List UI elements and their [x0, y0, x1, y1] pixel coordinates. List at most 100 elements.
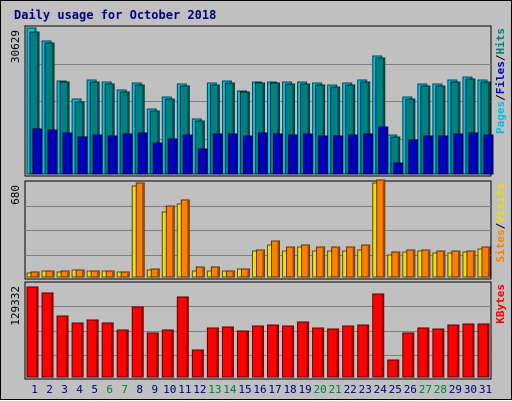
- bar-shade: [115, 137, 118, 174]
- bar-shade: [370, 135, 373, 174]
- bar-shade: [366, 326, 369, 377]
- ymax-label: 129332: [9, 286, 22, 326]
- day-label-30: 30: [464, 383, 477, 396]
- day-label-13: 13: [208, 383, 221, 396]
- bar-shade: [430, 137, 433, 174]
- bar-shade: [457, 252, 460, 277]
- bar-shade: [141, 308, 144, 377]
- bar-shade: [217, 86, 220, 174]
- bar-shade: [81, 324, 84, 377]
- bar-shade: [52, 44, 55, 174]
- bar-shade: [160, 144, 163, 174]
- legend-item-pages: Pages: [494, 101, 507, 134]
- bar-shade: [262, 251, 265, 277]
- bar-shade: [412, 100, 415, 174]
- bar-shade: [37, 273, 39, 277]
- day-label-21: 21: [329, 383, 342, 396]
- bar-shade: [277, 242, 280, 277]
- bar-shade: [472, 252, 475, 277]
- bar-shade: [175, 140, 178, 174]
- bar-shade: [130, 135, 133, 174]
- bar-shade: [205, 150, 208, 174]
- legend-sites-visits: Sites/Visits: [494, 183, 507, 263]
- bar-shade: [322, 86, 325, 174]
- bar-shade: [427, 251, 430, 277]
- legend-separator: /: [494, 54, 507, 61]
- legend-separator: /: [494, 94, 507, 101]
- bar-shade: [265, 134, 268, 174]
- bar-shade: [322, 248, 325, 277]
- bar-shade: [336, 330, 339, 377]
- bar-shade: [261, 327, 264, 377]
- bar-shade: [472, 80, 475, 174]
- bar-shade: [367, 83, 370, 174]
- bar-shade: [247, 270, 250, 277]
- bar-shade: [157, 270, 160, 277]
- bar-shade: [187, 201, 190, 277]
- bar-shade: [310, 135, 313, 174]
- bar-shade: [232, 272, 235, 277]
- bar-shade: [292, 85, 295, 174]
- day-label-17: 17: [268, 383, 281, 396]
- bar-shade: [487, 83, 490, 174]
- bar-shade: [292, 248, 295, 277]
- panel-sites-visits: 680: [9, 179, 492, 280]
- day-label-11: 11: [178, 383, 191, 396]
- bar-shade: [201, 351, 204, 377]
- bar-shade: [295, 136, 298, 174]
- series-files: [29, 31, 491, 175]
- bar-shade: [457, 83, 460, 174]
- day-label-1: 1: [31, 383, 38, 396]
- chart-title: Daily usage for October 2018: [14, 8, 216, 22]
- bar-shade: [307, 246, 310, 277]
- bar-shade: [442, 252, 445, 277]
- day-label-5: 5: [91, 383, 98, 396]
- bar-shade: [490, 136, 493, 174]
- day-label-9: 9: [151, 383, 158, 396]
- bar-shade: [411, 334, 414, 377]
- bar-shade: [385, 128, 388, 174]
- bar-shade: [202, 268, 205, 277]
- bar-shade: [352, 86, 355, 174]
- panel-kbytes: 129332: [9, 281, 492, 380]
- day-label-20: 20: [314, 383, 327, 396]
- legend-item-visits: Visits: [494, 183, 507, 223]
- bar-shade: [306, 323, 309, 377]
- bar-shade: [460, 135, 463, 174]
- day-label-4: 4: [76, 383, 83, 396]
- bar-shade: [325, 137, 328, 174]
- bar-shade: [142, 86, 145, 174]
- bar-shade: [247, 93, 250, 174]
- bar-shade: [97, 83, 100, 174]
- day-label-26: 26: [404, 383, 417, 396]
- bar-shade: [277, 84, 280, 174]
- bar-shade: [36, 288, 38, 377]
- bar-shade: [337, 88, 340, 174]
- bar-shade: [412, 251, 415, 277]
- bar-shade: [186, 298, 189, 377]
- bar-shade: [337, 248, 340, 277]
- bar-shade: [51, 294, 54, 377]
- day-label-8: 8: [136, 383, 143, 396]
- bar-shade: [127, 273, 130, 277]
- bar-shade: [442, 87, 445, 174]
- series-sites: [30, 179, 491, 278]
- day-label-22: 22: [344, 383, 357, 396]
- panel-pages-files-hits: 30629: [9, 25, 494, 177]
- day-label-16: 16: [253, 383, 266, 396]
- bar-shade: [202, 122, 205, 174]
- bar-shade: [471, 325, 474, 377]
- day-label-2: 2: [46, 383, 53, 396]
- legend-separator: /: [494, 222, 507, 229]
- bar-shade: [66, 317, 69, 377]
- day-label-19: 19: [298, 383, 311, 396]
- bar-shade: [82, 271, 85, 277]
- bar-shade: [126, 331, 129, 377]
- bar-shade: [487, 248, 490, 277]
- bar-shade: [367, 246, 370, 277]
- bar-shade: [112, 85, 115, 174]
- bar-shade: [426, 329, 429, 377]
- bar-shade: [246, 332, 249, 377]
